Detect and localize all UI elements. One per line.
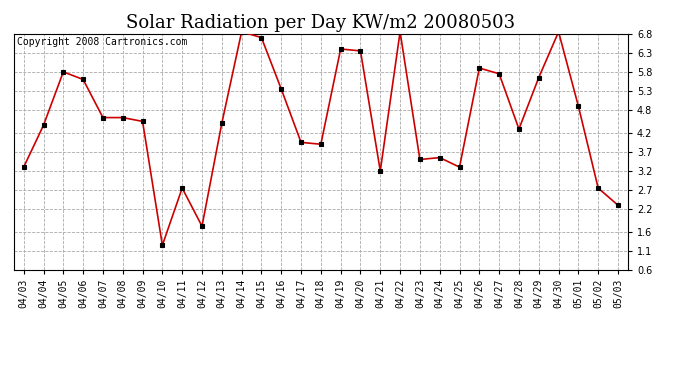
Text: Copyright 2008 Cartronics.com: Copyright 2008 Cartronics.com xyxy=(17,37,187,47)
Title: Solar Radiation per Day KW/m2 20080503: Solar Radiation per Day KW/m2 20080503 xyxy=(126,14,515,32)
